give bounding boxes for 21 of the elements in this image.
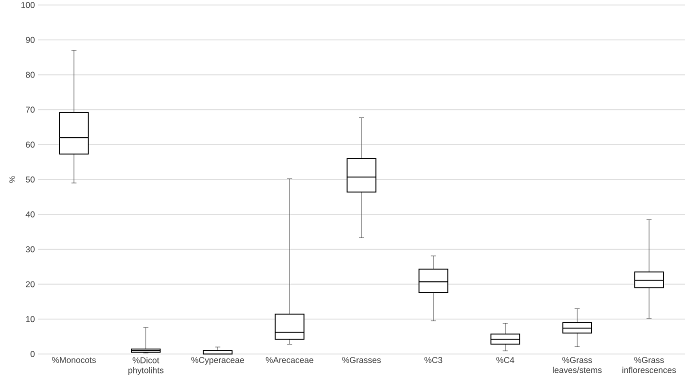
y-tick-label: 60: [26, 142, 35, 148]
x-tick-label: %Grass inflorescences: [622, 357, 676, 374]
y-tick-label: 10: [26, 316, 35, 322]
x-tick-label: %Grasses: [342, 357, 381, 364]
y-tick-label: 50: [26, 176, 35, 182]
x-tick-label: %Cyperaceae: [191, 357, 244, 365]
x-tick-label: %Grass leaves/stems: [552, 357, 602, 374]
y-tick-label: 70: [26, 106, 35, 113]
y-tick-label: 30: [26, 246, 35, 252]
x-tick-label: %C4: [496, 357, 514, 364]
y-axis-title: %: [9, 176, 15, 183]
x-tick-label: %Dicot phytolihts: [128, 357, 164, 375]
y-tick-label: 0: [30, 350, 35, 358]
y-tick-label: 100: [21, 2, 35, 8]
y-tick-label: 20: [26, 281, 35, 288]
y-tick-label: 90: [26, 36, 35, 43]
y-tick-label: 40: [26, 211, 35, 218]
x-tick-label: %Monocots: [52, 357, 96, 364]
y-tick-label: 80: [26, 72, 35, 78]
x-tick-label: %Arecaceae: [266, 357, 314, 364]
x-tick-label: %C3: [424, 357, 442, 364]
